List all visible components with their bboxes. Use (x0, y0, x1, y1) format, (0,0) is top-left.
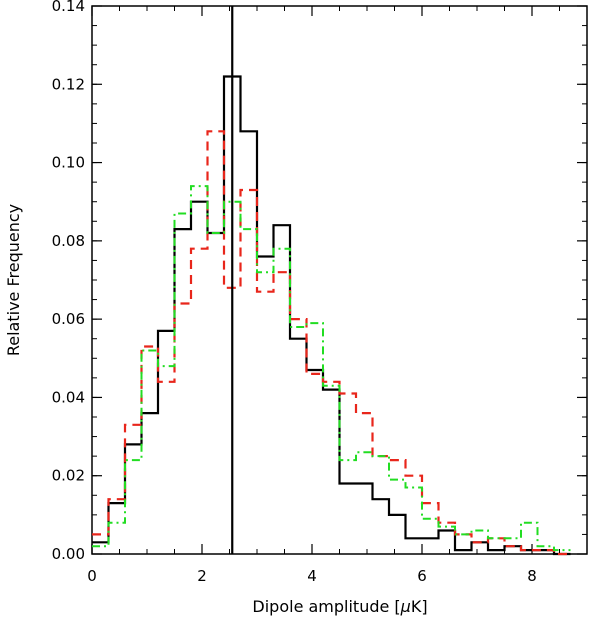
y-tick-label: 0.14 (52, 0, 85, 15)
x-tick-label: 8 (527, 567, 537, 585)
y-tick-label: 0.02 (52, 467, 85, 485)
y-axis-title: Relative Frequency (4, 204, 23, 356)
x-tick-label: 0 (87, 567, 97, 585)
histogram-series-dashed (92, 130, 571, 556)
axis-ticks: 0 2 4 6 8 0.00 0.02 0.04 0.06 0.08 0.10 0.12 0.14 (52, 0, 588, 585)
y-tick-label: 0.12 (52, 75, 85, 93)
x-axis-title-suffix: K] (411, 597, 428, 616)
y-tick-label: 0.10 (52, 154, 85, 172)
x-axis-title: Dipole amplitude [μK] (252, 597, 427, 616)
x-tick-label: 2 (197, 567, 207, 585)
histogram-series-solid (92, 75, 571, 556)
x-tick-label: 4 (307, 567, 317, 585)
x-axis-title-prefix: Dipole amplitude [ (252, 597, 400, 616)
y-tick-label: 0.06 (52, 310, 85, 328)
y-tick-label: 0.04 (52, 388, 85, 406)
histogram-series-dashdot (92, 185, 571, 552)
series-layer (92, 75, 571, 556)
y-tick-label: 0.00 (52, 545, 85, 563)
x-tick-label: 6 (417, 567, 427, 585)
y-tick-label: 0.08 (52, 232, 85, 250)
x-axis-title-mu: μ (400, 597, 411, 616)
